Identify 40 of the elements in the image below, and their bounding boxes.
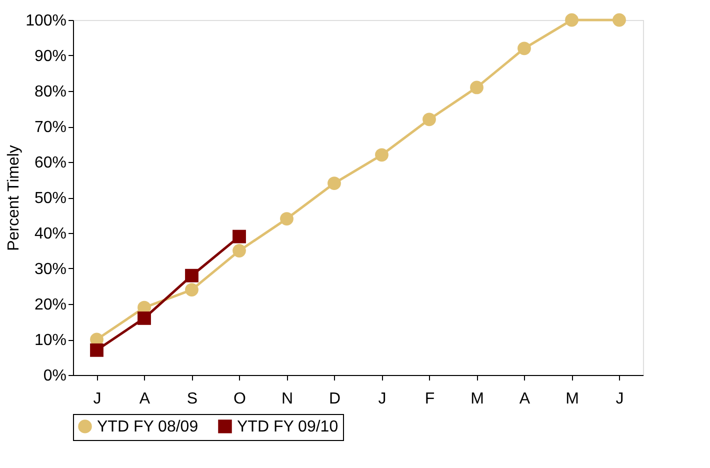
x-tick-label: F <box>424 390 435 408</box>
x-tick-label: J <box>616 390 624 408</box>
x-tick-label: J <box>93 390 102 408</box>
legend-label: YTD FY 09/10 <box>237 418 338 436</box>
y-tick-label: 80% <box>34 84 66 100</box>
point <box>90 343 104 357</box>
x-tick-label: S <box>186 390 198 408</box>
point <box>470 80 484 94</box>
point <box>232 230 246 244</box>
point <box>422 112 436 126</box>
x-tick-label: O <box>234 390 246 408</box>
x-tick-label: M <box>566 390 579 408</box>
x-tick-label: A <box>139 390 150 408</box>
x-tick-label: J <box>378 390 386 408</box>
y-tick-label: 50% <box>34 190 66 207</box>
y-tick-label: 20% <box>34 296 66 314</box>
point <box>375 148 388 162</box>
point <box>612 13 626 27</box>
point <box>232 244 246 258</box>
y-tick-label: 40% <box>34 226 66 242</box>
x-tick-label: M <box>470 390 484 408</box>
x-tick-label: D <box>328 390 341 408</box>
x-tick-label: N <box>281 390 294 408</box>
point <box>280 212 294 226</box>
y-tick-label: 60% <box>34 154 66 172</box>
x-tick-label: A <box>519 390 530 408</box>
point <box>565 13 578 27</box>
point <box>518 42 531 56</box>
point <box>185 283 198 296</box>
y-tick-label: 0% <box>43 368 66 384</box>
y-tick-label: 90% <box>34 48 66 65</box>
point <box>185 268 198 282</box>
legend-label: YTD FY 08/09 <box>97 418 198 436</box>
y-tick-label: 70% <box>34 119 66 136</box>
y-tick-label: 30% <box>34 261 66 278</box>
y-tick-label: 10% <box>34 332 66 349</box>
point <box>138 311 151 325</box>
y-axis-title: Percent Timely <box>6 145 23 251</box>
y-tick-label: 100% <box>26 12 66 30</box>
point <box>328 176 341 190</box>
